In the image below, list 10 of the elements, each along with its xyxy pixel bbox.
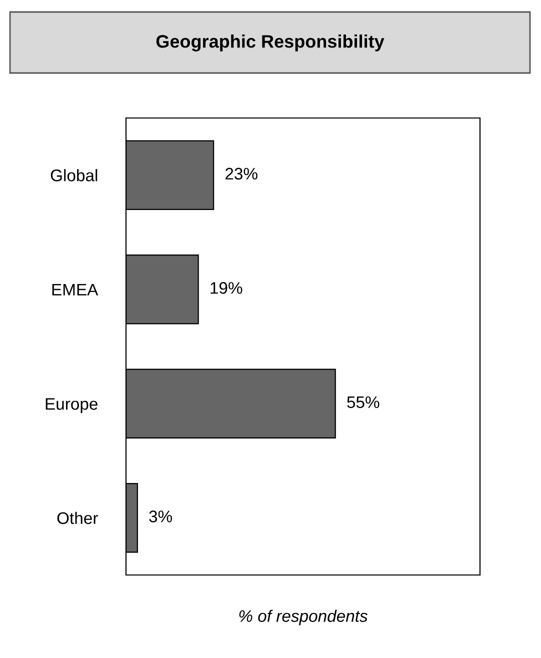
data-label: 23%	[226, 168, 258, 180]
chart-title: Geographic Responsibility	[156, 34, 384, 52]
y-tick-label: EMEA	[52, 284, 98, 296]
data-label: 19%	[210, 282, 242, 294]
y-tick-label: Global	[50, 169, 98, 182]
data-label: 3%	[149, 510, 172, 522]
data-label: 55%	[347, 396, 380, 408]
y-tick-label: Other	[57, 512, 98, 524]
y-tick-label: Europe	[46, 398, 98, 414]
x-axis-title: % of respondents	[239, 610, 368, 626]
